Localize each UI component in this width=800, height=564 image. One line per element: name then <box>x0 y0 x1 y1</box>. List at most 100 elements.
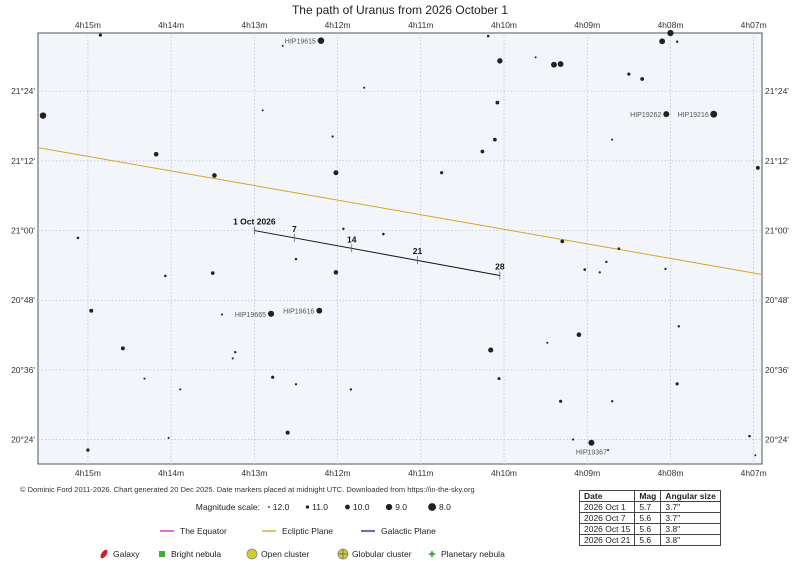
ra-tick-label-top: 4h07m <box>741 20 767 30</box>
legend-line-label: Galactic Plane <box>381 526 436 536</box>
star <box>486 34 490 38</box>
magnitude-scale-label: Magnitude scale: <box>196 502 260 512</box>
star <box>667 29 674 37</box>
magnitude-scale-value: 11.0 <box>312 502 328 512</box>
star <box>294 383 298 386</box>
table-cell: 5.7 <box>634 501 662 513</box>
star <box>605 260 608 264</box>
star <box>617 247 621 251</box>
magnitude-scale-dot <box>385 503 393 511</box>
grid-lines <box>38 33 762 464</box>
legend-object-label: Galaxy <box>113 549 140 559</box>
legend-object-label: Planetary nebula <box>441 549 505 559</box>
ra-tick-label-bottom: 4h10m <box>491 468 517 478</box>
star <box>271 375 275 379</box>
star <box>333 170 339 176</box>
axis-tick-labels: 4h15m 4h14m 4h13m 4h12m 4h11m 4h10m 4h09m 4h08m… <box>11 20 789 478</box>
path-date-label: 7 <box>292 224 297 234</box>
table-header-cell: Mag <box>634 490 662 502</box>
legend-line-label: Ecliptic Plane <box>282 526 333 536</box>
star <box>86 448 90 452</box>
ra-tick-label-bottom: 4h07m <box>741 468 767 478</box>
ra-tick-label-top: 4h10m <box>491 20 517 30</box>
magnitude-scale-dot <box>345 504 350 510</box>
legend-object-label: Globular cluster <box>352 549 412 559</box>
ephemeris-table: Date Mag Angular size 2026 Oct 1 5.7 3.7" 202… <box>578 490 721 546</box>
ra-tick-label-bottom: 4h09m <box>574 468 600 478</box>
table-row: 2026 Oct 15 5.6 3.8" <box>578 523 721 535</box>
dec-tick-label-right: 21°00' <box>765 226 789 236</box>
table-cell: 2026 Oct 21 <box>578 534 636 546</box>
star <box>342 227 345 231</box>
chart-title: The path of Uranus from 2026 October 1 <box>291 3 509 17</box>
ra-tick-label-bottom: 4h12m <box>325 468 351 478</box>
dec-tick-label-left: 20°36' <box>11 365 35 375</box>
planetary-nebula-icon <box>428 550 436 558</box>
table-header-row: Date Mag Angular size <box>578 490 721 502</box>
table-body: 2026 Oct 1 5.7 3.7" 2026 Oct 7 5.6 3.7" 2026 O… <box>578 501 721 546</box>
dec-tick-label-right: 20°24' <box>765 435 789 445</box>
star <box>576 332 582 338</box>
magnitude-scale-dot <box>305 505 310 509</box>
star <box>363 86 366 89</box>
star <box>382 232 385 236</box>
table-cell: 2026 Oct 1 <box>578 501 636 513</box>
star <box>349 388 353 391</box>
path-date-label: 21 <box>413 246 423 256</box>
magnitude-scale-value: 9.0 <box>395 502 407 512</box>
star <box>559 399 563 403</box>
ra-tick-label-top: 4h13m <box>241 20 267 30</box>
star <box>497 377 501 381</box>
star <box>611 138 614 141</box>
dec-tick-label-right: 21°24' <box>765 86 789 96</box>
path-line <box>254 230 500 276</box>
ra-tick-label-top: 4h15m <box>75 20 101 30</box>
ecliptic-line <box>37 147 763 275</box>
ra-tick-label-top: 4h14m <box>158 20 184 30</box>
ra-tick-label-bottom: 4h14m <box>158 468 184 478</box>
star <box>220 313 223 316</box>
star <box>560 239 565 244</box>
ra-tick-label-bottom: 4h08m <box>657 468 683 478</box>
star <box>677 325 680 328</box>
ra-tick-label-bottom: 4h13m <box>241 468 267 478</box>
labeled-star <box>317 37 325 44</box>
table-row: 2026 Oct 7 5.6 3.7" <box>578 512 721 524</box>
star <box>546 341 549 344</box>
labeled-star <box>588 439 595 446</box>
table-header-cell: Date <box>578 490 636 502</box>
ra-tick-label-top: 4h11m <box>408 20 433 30</box>
star <box>294 257 298 261</box>
table-cell: 5.6 <box>634 534 662 546</box>
star <box>754 454 757 457</box>
star <box>285 430 290 435</box>
star <box>167 436 170 439</box>
legend-object-label: Bright nebula <box>171 549 221 559</box>
star <box>659 38 666 45</box>
star <box>333 270 339 275</box>
star <box>179 388 182 391</box>
star <box>234 350 237 354</box>
star <box>675 40 679 43</box>
table-cell: 3.8" <box>660 523 721 535</box>
dec-tick-label-left: 20°24' <box>11 435 35 445</box>
star <box>557 61 564 67</box>
table-cell: 2026 Oct 7 <box>578 512 636 524</box>
globular-cluster-icon <box>337 548 349 560</box>
ra-tick-label-top: 4h09m <box>574 20 600 30</box>
star <box>497 58 503 64</box>
ra-tick-label-top: 4h08m <box>657 20 683 30</box>
copyright-text: © Dominic Ford 2011-2026. Chart generate… <box>20 485 475 494</box>
uranus-path: 1 Oct 2026 7 14 21 28 <box>233 217 505 280</box>
star <box>153 151 159 157</box>
star <box>261 109 264 112</box>
star <box>611 400 614 403</box>
chart-frame <box>37 32 763 465</box>
table-cell: 5.6 <box>634 512 662 524</box>
dec-tick-label-left: 21°00' <box>11 226 35 236</box>
magnitude-scale-dot <box>428 503 436 511</box>
dec-tick-label-left: 20°48' <box>11 295 35 305</box>
magnitude-scale-value: 12.0 <box>273 502 290 512</box>
nebula-icon <box>159 551 165 557</box>
table-cell: 3.7" <box>660 512 721 524</box>
